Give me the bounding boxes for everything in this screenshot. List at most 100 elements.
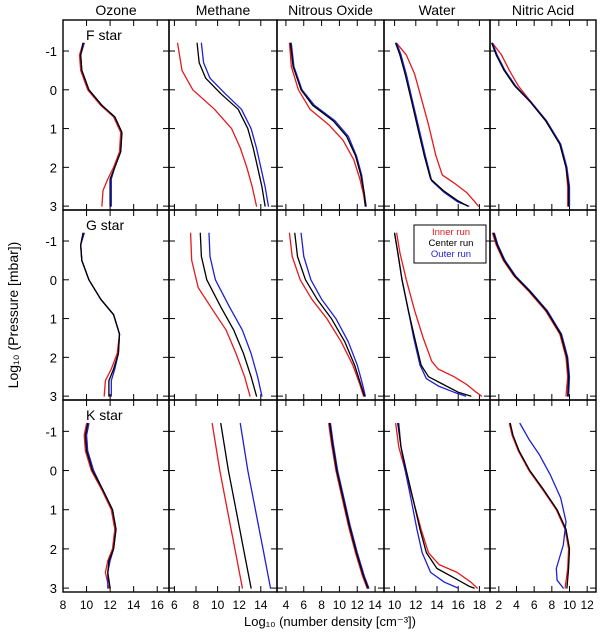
- y-tick-label: 1: [50, 122, 57, 137]
- x-tick-labels: 8 10 12 14 16 6 8 10 12 14 4 6 8 10 12 14 10 12 14 16 18 2 4 6 8…: [60, 598, 595, 612]
- series-line: [199, 232, 258, 397]
- column-title: Methane: [196, 2, 251, 18]
- series-line: [80, 42, 123, 207]
- series-line: [85, 422, 117, 589]
- panel-frame: [276, 19, 385, 211]
- panel-frame: [383, 19, 491, 211]
- legend-entry: Center run: [429, 238, 474, 249]
- panel: [489, 399, 597, 593]
- x-tick-label: 18: [473, 598, 487, 612]
- panel-frame: [168, 399, 278, 593]
- row-label: K star: [86, 407, 123, 423]
- panel: [62, 19, 170, 211]
- panel-frame: [489, 19, 597, 211]
- y-tick-label: 0: [50, 464, 57, 479]
- panel-frame: [62, 399, 170, 593]
- x-axis-label: Log₁₀ (number density [cm⁻³]): [244, 614, 416, 629]
- panel: [383, 19, 491, 211]
- panel-frame: [62, 19, 170, 211]
- series-line: [397, 422, 475, 589]
- y-tick-label: 2: [50, 542, 57, 557]
- x-tick-label: 8: [193, 598, 200, 612]
- series-line: [288, 42, 366, 207]
- series-line: [78, 42, 122, 207]
- x-tick-label: 12: [580, 598, 594, 612]
- column-titles: Ozone Methane Nitrous Oxide Water Nitric Aci…: [95, 2, 574, 18]
- series-line: [493, 232, 571, 397]
- series-line: [491, 42, 571, 207]
- row-label: G star: [86, 217, 124, 233]
- panel-frame: [489, 399, 597, 593]
- x-tick-label: 14: [368, 598, 382, 612]
- x-tick-label: 10: [80, 598, 94, 612]
- panel: [276, 209, 385, 401]
- series-line: [239, 422, 272, 589]
- y-tick-label: 2: [50, 350, 57, 365]
- y-tick-label: 3: [50, 199, 57, 214]
- x-tick-label: 14: [430, 598, 444, 612]
- x-tick-label: 10: [563, 598, 577, 612]
- x-tick-label: 8: [548, 598, 555, 612]
- x-tick-label: 6: [171, 598, 178, 612]
- x-tick-label: 12: [233, 598, 247, 612]
- y-tick-label: -1: [45, 424, 57, 439]
- x-tick-label: 16: [452, 598, 466, 612]
- panel-frame: [276, 209, 385, 401]
- series-line: [328, 422, 369, 589]
- y-tick-label: 3: [50, 581, 57, 596]
- series-line: [396, 42, 479, 207]
- series-line: [329, 422, 370, 589]
- y-tick-label: 0: [50, 83, 57, 98]
- series-line: [398, 422, 459, 589]
- series-line: [220, 422, 252, 589]
- y-tick-labels: -1 0 1 2 3 -1 0 1 2 3 -1 0 1 2 3: [45, 44, 57, 596]
- y-axis-label: Log₁₀ (Pressure [mbar]): [5, 242, 21, 389]
- y-tick-label: 0: [50, 273, 57, 288]
- panel: [62, 399, 170, 593]
- x-tick-label: 10: [333, 598, 347, 612]
- series-line: [491, 232, 569, 397]
- x-tick-label: 14: [127, 598, 141, 612]
- series-line: [211, 422, 244, 589]
- row-label: F star: [86, 27, 122, 43]
- series-line: [80, 232, 121, 397]
- panel-frame: [168, 209, 278, 401]
- x-tick-label: 12: [351, 598, 365, 612]
- y-tick-label: -1: [45, 44, 57, 59]
- x-tick-label: 12: [409, 598, 423, 612]
- panel: [62, 209, 170, 401]
- series-line: [189, 232, 251, 397]
- series-line: [208, 232, 263, 397]
- x-tick-label: 16: [151, 598, 165, 612]
- series-line: [294, 232, 366, 397]
- panel: [383, 399, 491, 593]
- series-line: [395, 422, 478, 589]
- row-labels: F star G star K star: [86, 27, 124, 423]
- series-line: [328, 422, 368, 589]
- y-tick-label: 1: [50, 503, 57, 518]
- x-tick-label: 8: [60, 598, 67, 612]
- x-tick-label: 10: [211, 598, 225, 612]
- x-tick-label: 4: [513, 598, 520, 612]
- y-tick-label: 2: [50, 160, 57, 175]
- series-line: [289, 42, 366, 207]
- legend-entry: Inner run: [432, 227, 470, 238]
- series-line: [80, 42, 123, 207]
- series-line: [395, 42, 469, 207]
- series-line: [491, 42, 570, 207]
- series-line: [396, 42, 470, 207]
- series-line: [200, 42, 270, 207]
- y-tick-label: 1: [50, 312, 57, 327]
- panel-grid: [62, 19, 597, 593]
- x-tick-label: 12: [103, 598, 117, 612]
- column-title: Water: [419, 2, 456, 18]
- x-tick-label: 10: [388, 598, 402, 612]
- x-tick-label: 8: [318, 598, 325, 612]
- y-tick-label: 3: [50, 389, 57, 404]
- panel: [383, 209, 491, 401]
- series-line: [396, 232, 483, 397]
- column-title: Nitrous Oxide: [288, 2, 373, 18]
- x-tick-label: 14: [254, 598, 268, 612]
